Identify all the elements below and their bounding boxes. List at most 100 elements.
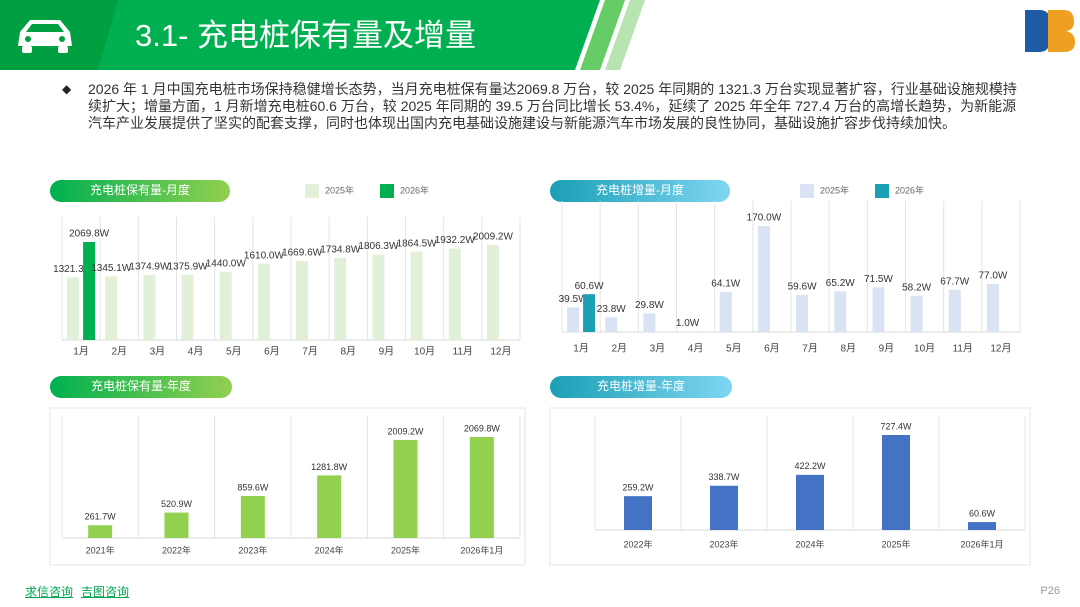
chart-title-pill — [550, 376, 732, 398]
x-tick-label: 9月 — [879, 343, 895, 355]
value-label: 2009.2W — [387, 426, 424, 436]
footer-link[interactable]: 求信咨询 — [25, 585, 74, 599]
bar — [986, 283, 999, 332]
value-label: 59.6W — [788, 281, 817, 292]
x-tick-label: 2022年 — [162, 544, 191, 555]
x-tick-label: 2025年 — [881, 538, 910, 549]
chart-title-pill — [550, 180, 730, 202]
value-label: 422.2W — [794, 461, 826, 471]
value-label: 259.2W — [622, 483, 654, 493]
bar — [948, 289, 961, 332]
legend-swatch — [800, 184, 814, 198]
value-label: 1806.3W — [358, 241, 399, 252]
x-tick-label: 1月 — [573, 343, 589, 355]
value-label: 338.7W — [708, 472, 740, 482]
value-label: 727.4W — [880, 421, 912, 431]
x-tick-label: 2025年 — [391, 544, 420, 555]
chart-title: 充电桩增量-年度 — [597, 378, 685, 393]
chart-title: 充电桩保有量-年度 — [91, 378, 191, 393]
bar — [872, 287, 885, 332]
bar — [410, 251, 423, 340]
header-stripe — [605, 0, 645, 70]
x-tick-label: 2月 — [611, 343, 627, 355]
bar — [486, 244, 499, 340]
car-icon — [18, 20, 72, 53]
x-tick-label: 3月 — [650, 343, 666, 355]
bar — [181, 274, 194, 340]
value-label: 261.7W — [85, 512, 117, 522]
x-tick-label: 10月 — [914, 343, 935, 355]
bar — [796, 474, 824, 530]
logo — [1025, 10, 1075, 52]
value-label: 29.8W — [635, 300, 664, 311]
x-tick-label: 2024年 — [795, 538, 824, 549]
bar — [643, 313, 656, 332]
x-tick-label: 11月 — [453, 346, 473, 358]
x-tick-label: 12月 — [490, 346, 511, 358]
x-tick-label: 2026年1月 — [960, 538, 1003, 549]
x-tick-label: 2021年 — [86, 544, 115, 555]
x-tick-label: 6月 — [764, 343, 780, 355]
bar — [910, 295, 923, 332]
x-tick-label: 3月 — [150, 346, 166, 358]
value-label: 1440.0W — [206, 258, 247, 269]
value-label: 1345.1W — [91, 263, 132, 274]
x-tick-label: 8月 — [840, 343, 856, 355]
value-label: 60.6W — [969, 508, 996, 518]
x-tick-label: 4月 — [188, 346, 204, 358]
value-label: 71.5W — [864, 274, 893, 285]
bar — [605, 317, 618, 332]
bar — [834, 291, 847, 332]
x-tick-label: 6月 — [264, 346, 280, 358]
bullet: ◆ — [62, 82, 72, 96]
header-stripe — [580, 0, 625, 70]
value-label: 1.0W — [676, 318, 700, 329]
bar — [257, 263, 270, 340]
x-tick-label: 7月 — [802, 343, 818, 355]
bar — [583, 294, 596, 332]
bar — [143, 274, 156, 340]
x-tick-label: 5月 — [226, 346, 242, 358]
bar — [296, 260, 309, 340]
bar — [882, 435, 910, 530]
bar — [567, 307, 580, 332]
x-tick-label: 2月 — [111, 346, 127, 358]
value-label: 1281.8W — [311, 462, 348, 472]
chart-title-pill — [50, 180, 230, 202]
bar — [317, 475, 342, 538]
chart-title: 充电桩保有量-月度 — [90, 182, 190, 197]
value-label: 77.0W — [978, 271, 1007, 282]
x-tick-label: 2026年1月 — [460, 544, 503, 555]
legend-label: 2025年 — [820, 184, 849, 195]
value-label: 2069.8W — [464, 423, 501, 433]
legend-label: 2026年 — [400, 184, 429, 195]
value-label: 1669.6W — [282, 248, 323, 259]
slide-title: 3.1- 充电桩保有量及增量 — [135, 18, 476, 53]
bar — [164, 512, 189, 538]
value-label: 1932.2W — [435, 235, 476, 246]
bar — [796, 294, 809, 332]
page-number: P26 — [1040, 585, 1060, 597]
value-label: 64.1W — [711, 279, 740, 290]
value-label: 39.5W — [559, 294, 588, 305]
x-tick-label: 7月 — [302, 346, 318, 358]
value-label: 1610.0W — [244, 250, 285, 261]
x-tick-label: 9月 — [379, 346, 395, 358]
x-tick-label: 2023年 — [238, 544, 267, 555]
value-label: 58.2W — [902, 282, 931, 293]
value-label: 1374.9W — [129, 262, 170, 273]
footer-link[interactable]: 吉图咨询 — [81, 585, 130, 599]
bar — [334, 257, 347, 340]
x-tick-label: 1月 — [73, 346, 89, 358]
value-label: 60.6W — [575, 281, 604, 292]
bar — [681, 331, 694, 332]
bar — [968, 522, 996, 530]
x-tick-label: 4月 — [688, 343, 704, 355]
bar — [710, 485, 738, 530]
legend-swatch — [305, 184, 319, 198]
value-label: 2069.8W — [69, 229, 110, 240]
bar — [469, 437, 494, 538]
value-label: 170.0W — [747, 213, 782, 224]
